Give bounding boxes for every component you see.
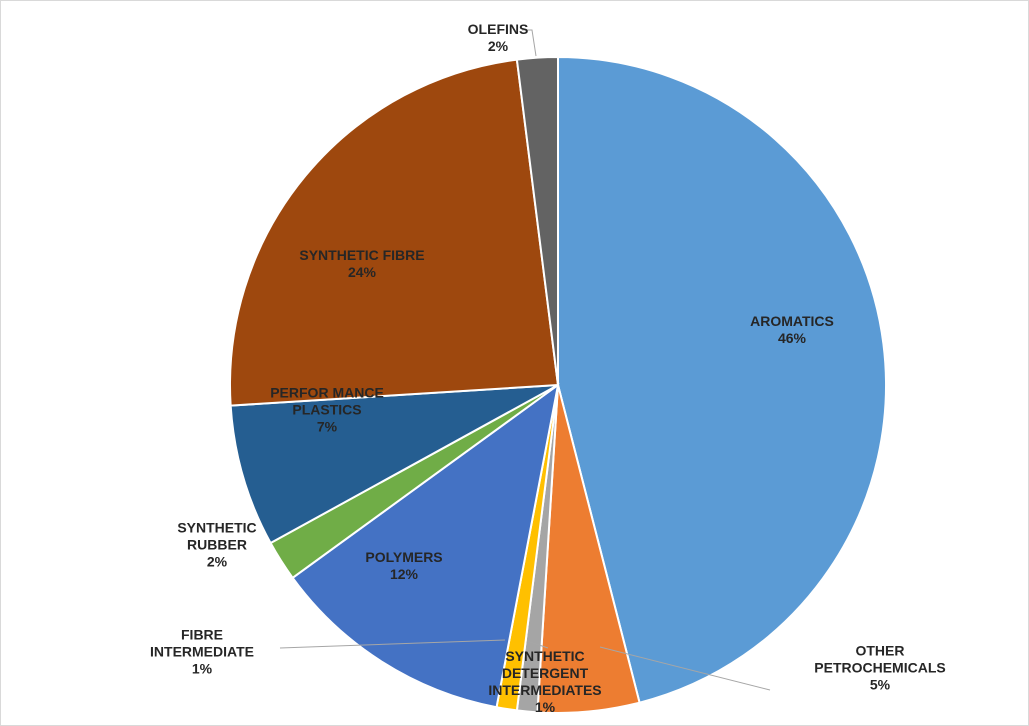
slice-label: SYNTHETIC RUBBER 2% <box>177 520 256 571</box>
value-label: 2% <box>487 38 509 54</box>
slice-label: PERFOR MANCE PLASTICS 7% <box>270 385 384 436</box>
leader-line <box>526 640 549 649</box>
value-label: 12% <box>389 566 419 582</box>
category-label: SYNTHETIC DETERGENT INTERMEDIATES <box>488 648 602 698</box>
leader-line <box>279 639 506 649</box>
slice-label: SYNTHETIC FIBRE 24% <box>299 247 424 281</box>
slice-label: AROMATICS 46% <box>750 313 834 347</box>
value-label: 46% <box>777 330 807 346</box>
slice-label: OTHER PETROCHEMICALS 5% <box>814 643 945 694</box>
slice-label: FIBRE INTERMEDIATE 1% <box>150 627 254 678</box>
value-label: 5% <box>869 676 891 693</box>
value-label: 7% <box>316 418 338 435</box>
pie-slice <box>291 382 560 709</box>
category-label: FIBRE INTERMEDIATE <box>150 626 254 660</box>
value-label: 2% <box>206 553 228 570</box>
pie-slice <box>229 384 559 545</box>
value-label: 1% <box>191 660 213 677</box>
slice-label: POLYMERS 12% <box>365 549 442 583</box>
category-label: POLYMERS <box>365 549 443 565</box>
pie-slice <box>515 55 559 386</box>
slice-label: OLEFINS 2% <box>468 21 529 55</box>
value-label: 1% <box>534 699 556 715</box>
category-label: PERFOR MANCE PLASTICS <box>270 384 384 418</box>
category-label: OTHER PETROCHEMICALS <box>814 642 946 676</box>
category-label: SYNTHETIC FIBRE <box>299 247 425 263</box>
value-label: 24% <box>347 264 377 280</box>
pie-slice <box>557 55 887 704</box>
slice-label: SYNTHETIC DETERGENT INTERMEDIATES 1% <box>488 648 601 716</box>
category-label: AROMATICS <box>750 313 834 329</box>
pie-slice <box>229 58 560 407</box>
leader-line <box>522 29 537 57</box>
category-label: OLEFINS <box>467 21 529 37</box>
category-label: SYNTHETIC RUBBER <box>177 519 257 553</box>
leader-line <box>599 646 771 691</box>
